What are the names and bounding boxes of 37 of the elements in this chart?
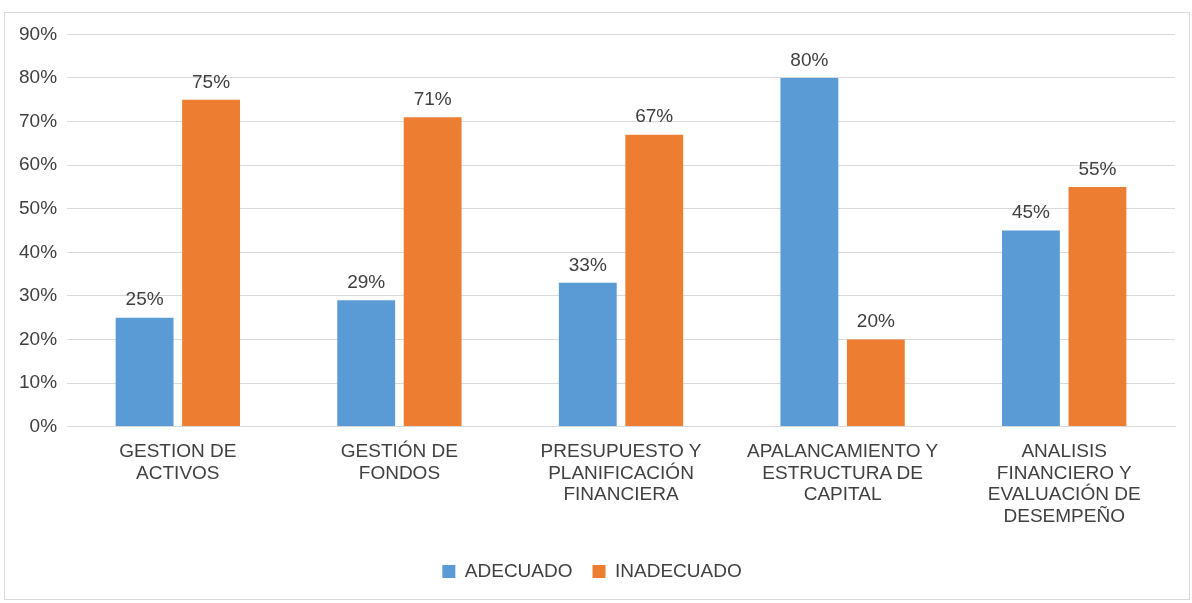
y-tick-label: 50% [19,196,58,218]
bar [1002,230,1060,427]
legend-label: ADECUADO [464,559,573,581]
y-tick-label: 0% [29,414,58,436]
data-label: 20% [856,310,895,332]
data-label: 75% [192,70,231,92]
x-tick-label: GESTIÓN DE FONDOS [340,439,459,483]
data-label: 67% [635,105,674,127]
bar [558,282,617,427]
data-label: 29% [347,270,386,292]
data-label: 55% [1078,157,1117,179]
data-label: 80% [790,48,829,70]
y-tick-label: 90% [19,22,58,44]
y-tick-label: 60% [19,153,58,175]
x-tick-label: GESTION DE ACTIVOS [119,439,237,483]
bar [182,99,240,427]
bar [1068,186,1127,427]
bar [780,77,839,427]
y-tick-label: 30% [19,284,58,306]
bar [625,134,684,427]
legend-label: INADECUADO [615,559,742,581]
bar [115,317,174,427]
y-tick-label: 40% [19,240,58,262]
x-tick-label: PRESUPUESTO Y PLANIFICACIÓN FINANCIERA [540,439,702,505]
data-label: 33% [568,253,607,275]
bar [846,339,905,427]
y-tick-label: 20% [19,327,58,349]
bar [337,300,396,427]
y-tick-label: 80% [19,66,58,88]
y-tick-label: 10% [19,371,58,393]
y-tick-label: 70% [19,109,58,131]
data-label: 45% [1011,201,1051,223]
data-label: 71% [413,87,452,109]
bar [403,117,462,427]
data-label: 25% [125,288,164,310]
x-tick-label: ANALISIS FINANCIERO Y EVALUACIÓN DE DESEMPEÑO [987,439,1141,527]
x-tick-label: APALANCAMIENTO Y ESTRUCTURA DE CAPITAL [747,439,939,505]
